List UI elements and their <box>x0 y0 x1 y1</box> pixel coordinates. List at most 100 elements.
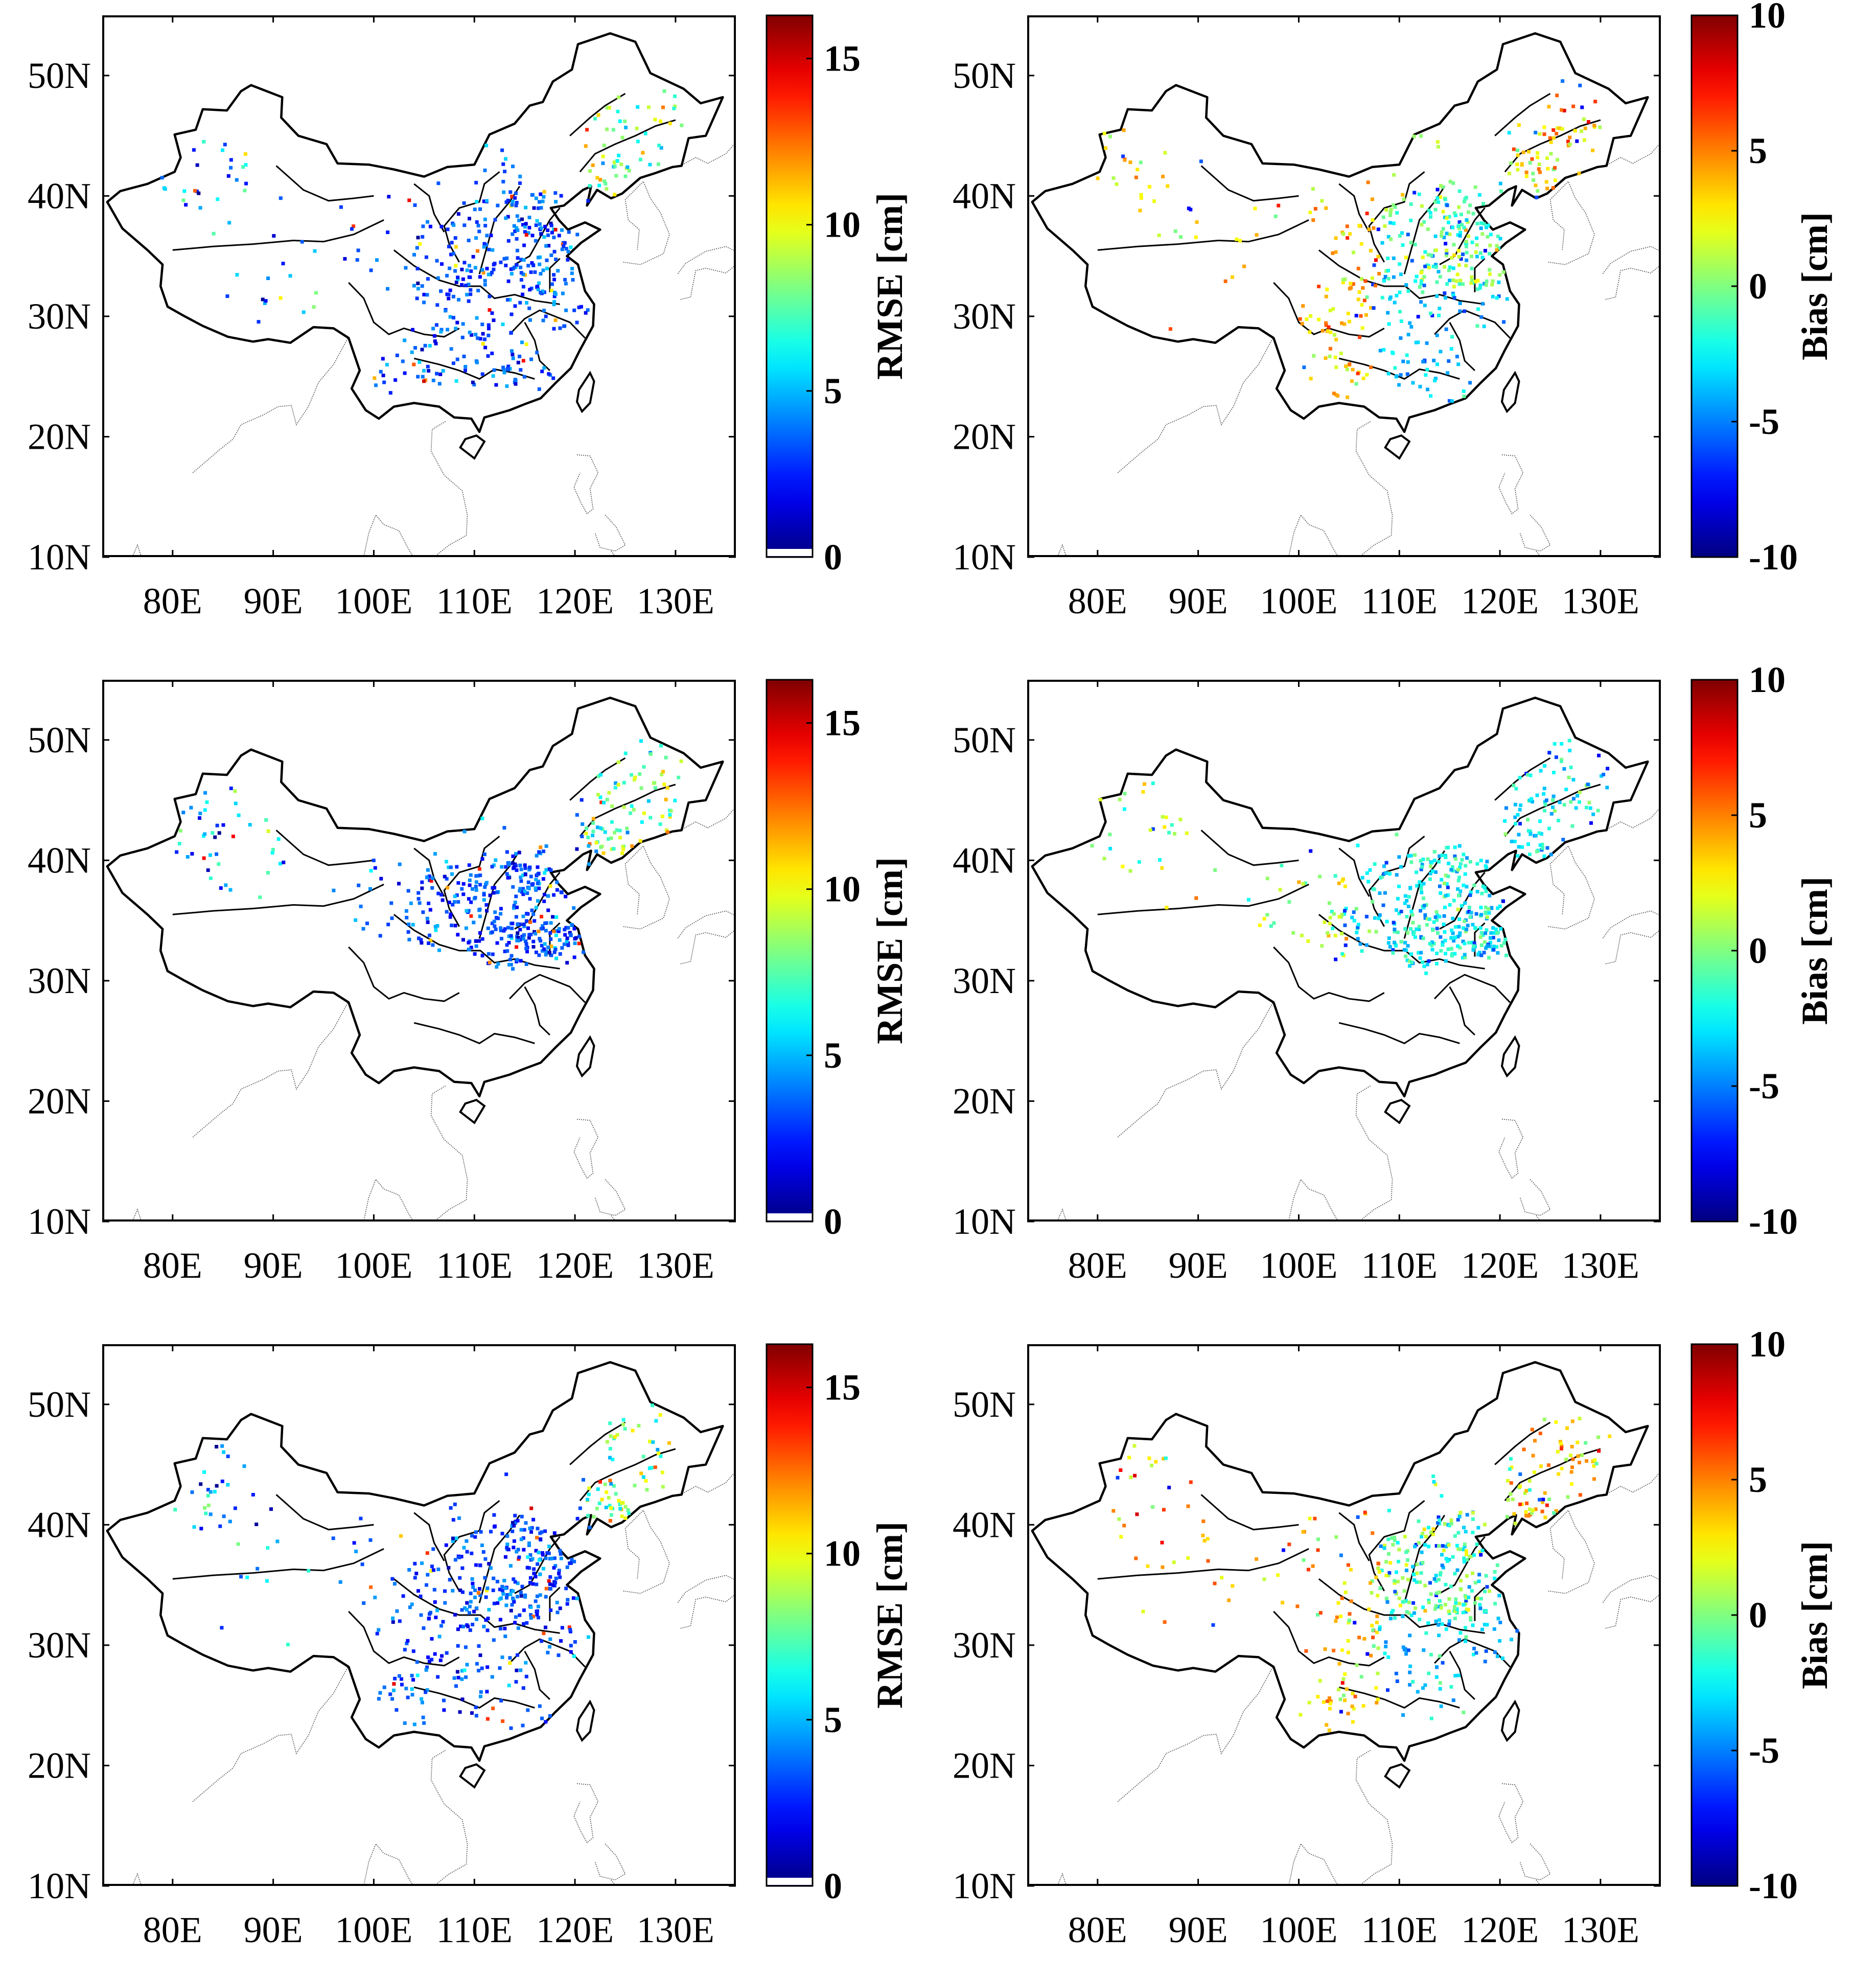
station-point <box>462 354 466 358</box>
station-point <box>510 1603 514 1607</box>
station-point <box>1365 373 1369 377</box>
station-point <box>1464 1610 1468 1614</box>
station-point <box>535 1613 539 1617</box>
station-point <box>452 223 456 227</box>
station-point <box>455 357 459 361</box>
station-point <box>369 1585 373 1589</box>
station-point <box>537 206 540 210</box>
station-point <box>621 1418 626 1422</box>
station-point <box>1462 926 1466 930</box>
station-point <box>1444 893 1448 897</box>
province-border-10 <box>1494 93 1551 136</box>
station-point <box>1427 266 1431 270</box>
station-point <box>1433 1482 1438 1486</box>
station-point <box>1444 952 1448 956</box>
station-point <box>553 948 558 952</box>
station-point <box>377 1628 381 1632</box>
station-point <box>1395 211 1399 215</box>
station-point <box>1434 910 1439 914</box>
station-point <box>1526 773 1530 777</box>
station-point <box>626 1508 630 1512</box>
station-point <box>1328 915 1332 919</box>
station-point <box>544 1586 548 1591</box>
station-point <box>544 868 548 872</box>
station-point <box>514 203 518 208</box>
station-point <box>531 882 535 886</box>
station-point <box>659 744 663 748</box>
station-point <box>1423 1543 1427 1547</box>
station-point <box>445 860 448 864</box>
station-point <box>1554 755 1558 759</box>
station-point <box>1437 313 1441 317</box>
station-point <box>557 1653 561 1657</box>
y-tick-label: 50N <box>953 1384 1016 1425</box>
station-point <box>1465 1574 1469 1578</box>
station-point <box>1157 233 1161 237</box>
station-point <box>1317 317 1321 321</box>
station-point <box>1562 767 1566 771</box>
station-point <box>414 1572 419 1576</box>
station-point <box>1430 940 1434 945</box>
station-point <box>588 842 592 846</box>
island-1 <box>1384 1763 1411 1789</box>
station-point <box>1414 1606 1417 1610</box>
station-point <box>465 1539 469 1543</box>
station-point <box>580 798 584 802</box>
station-point <box>558 952 562 956</box>
station-point <box>547 951 551 955</box>
station-point <box>462 223 467 227</box>
station-point <box>1242 264 1246 268</box>
station-point <box>338 1580 342 1584</box>
station-point <box>1467 1608 1471 1612</box>
station-point <box>1516 148 1519 152</box>
station-point <box>427 1660 431 1664</box>
station-point <box>1439 350 1443 354</box>
station-point <box>630 804 634 808</box>
station-point <box>1493 1570 1497 1574</box>
station-point <box>427 941 431 945</box>
province-border-7 <box>509 974 586 1003</box>
station-point <box>420 880 424 884</box>
station-point <box>1547 751 1551 755</box>
station-point <box>181 198 186 202</box>
station-point <box>1213 1581 1217 1585</box>
station-point <box>1359 314 1363 318</box>
station-point <box>1480 256 1485 260</box>
station-point <box>1425 962 1429 966</box>
station-point <box>1475 890 1479 894</box>
station-point <box>1359 242 1363 246</box>
station-point <box>1471 212 1475 216</box>
station-point <box>1445 251 1449 255</box>
station-point <box>1392 275 1396 279</box>
station-point <box>1457 255 1461 259</box>
station-point <box>532 919 537 923</box>
station-point <box>618 119 622 123</box>
station-point <box>1331 251 1335 255</box>
station-point <box>203 1506 207 1510</box>
station-point <box>1517 123 1521 127</box>
station-point <box>464 1645 468 1649</box>
station-point <box>516 1653 519 1657</box>
station-point <box>474 1706 478 1709</box>
station-point <box>1360 326 1364 330</box>
station-point <box>552 300 557 304</box>
station-point <box>1300 321 1304 326</box>
station-point <box>1368 929 1372 933</box>
station-point <box>461 938 465 942</box>
island-1 <box>459 1098 486 1124</box>
station-point <box>619 163 623 166</box>
station-point <box>611 1458 615 1462</box>
station-point <box>524 233 528 237</box>
y-tick-label: 50N <box>953 55 1016 96</box>
station-point <box>1404 1569 1408 1573</box>
station-point <box>531 945 536 949</box>
station-point <box>586 308 590 312</box>
station-point <box>517 218 521 222</box>
station-point <box>275 1539 280 1544</box>
station-point <box>452 316 455 320</box>
station-point <box>574 936 578 940</box>
station-point <box>623 1505 628 1509</box>
station-point <box>563 928 567 932</box>
station-point <box>1383 1651 1387 1655</box>
